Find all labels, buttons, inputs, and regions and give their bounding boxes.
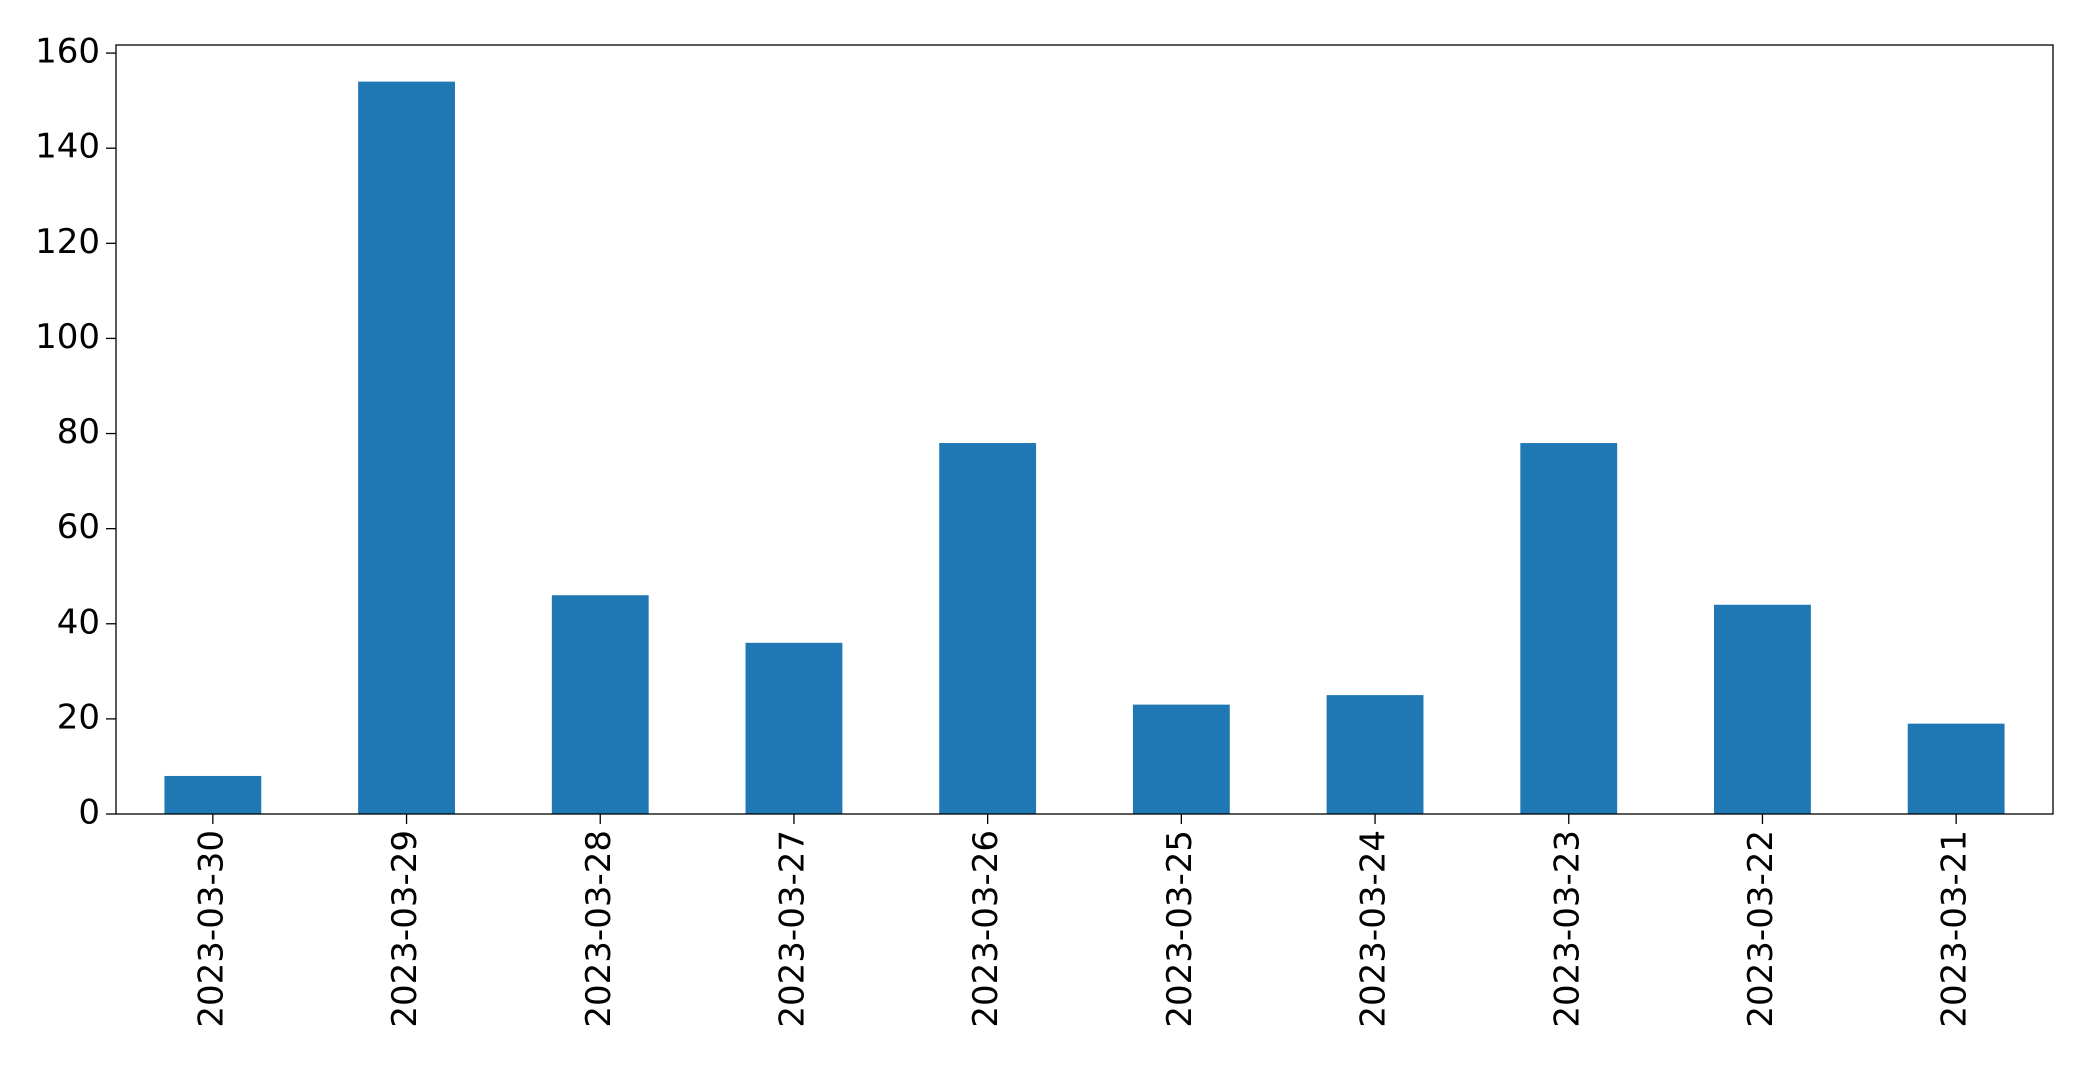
y-tick-label: 60	[57, 507, 100, 547]
bar	[1520, 443, 1618, 814]
x-tick-label: 2023-03-22	[1741, 830, 1781, 1028]
bar	[164, 775, 262, 814]
y-tick-label: 160	[35, 32, 100, 72]
x-tick-label: 2023-03-30	[191, 830, 231, 1028]
x-tick-label: 2023-03-24	[1354, 830, 1394, 1028]
y-tick-label: 0	[78, 793, 100, 833]
bar	[939, 443, 1037, 814]
y-tick-label: 20	[57, 697, 100, 737]
x-tick-label: 2023-03-28	[579, 830, 619, 1028]
bar	[1326, 695, 1424, 814]
y-tick-label: 120	[35, 222, 100, 262]
plot-frame	[115, 44, 2054, 815]
y-tick-label: 80	[57, 412, 100, 452]
y-tick-label: 40	[57, 602, 100, 642]
y-tick-label: 140	[35, 127, 100, 167]
y-tick-label: 100	[35, 317, 100, 357]
x-tick-label: 2023-03-26	[966, 830, 1006, 1028]
x-tick-label: 2023-03-25	[1160, 830, 1200, 1028]
bar	[1907, 723, 2005, 814]
bar	[358, 81, 455, 815]
x-tick-label: 2023-03-27	[772, 830, 812, 1028]
bar	[551, 595, 649, 814]
bar	[1132, 704, 1230, 814]
x-tick-label: 2023-03-29	[385, 830, 425, 1028]
x-tick-label: 2023-03-21	[1935, 830, 1975, 1028]
x-tick-label: 2023-03-23	[1547, 830, 1587, 1028]
bar	[1714, 604, 1811, 814]
bar	[745, 642, 843, 814]
